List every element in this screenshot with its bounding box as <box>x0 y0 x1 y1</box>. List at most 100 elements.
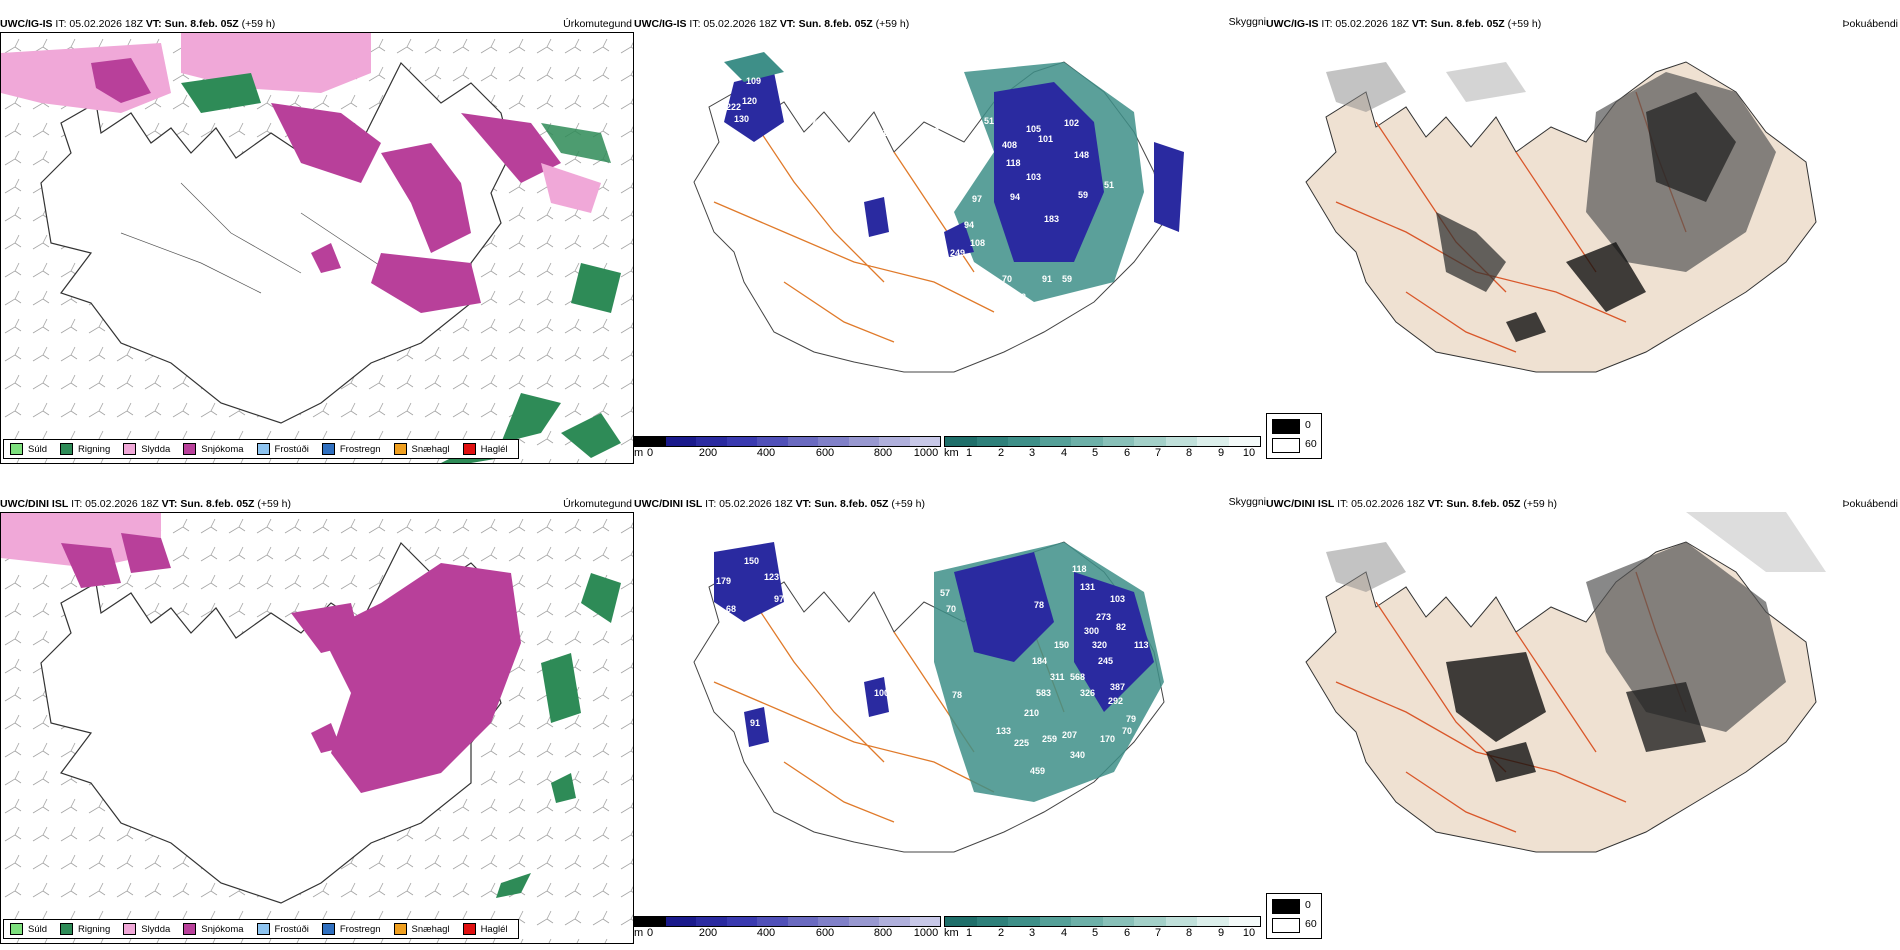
svg-text:91: 91 <box>750 718 760 728</box>
svg-text:133: 133 <box>996 726 1011 736</box>
svg-text:117: 117 <box>952 118 967 128</box>
precip-type-panel-top: UWC/IG-IS IT: 05.02.2026 18Z VT: Sun. 8.… <box>0 16 634 466</box>
svg-text:222: 222 <box>726 102 741 112</box>
legend-item-frostregn: Frostregn <box>321 443 381 455</box>
legend-item-sudl: Súld <box>10 923 47 935</box>
panel-title: Úrkomutegund <box>563 498 632 510</box>
svg-text:320: 320 <box>1092 640 1107 650</box>
svg-text:273: 273 <box>1096 612 1111 622</box>
svg-text:100: 100 <box>882 128 897 138</box>
svg-text:92: 92 <box>1016 292 1026 302</box>
svg-text:78: 78 <box>952 690 962 700</box>
svg-text:70: 70 <box>946 604 956 614</box>
svg-text:51: 51 <box>1104 180 1114 190</box>
svg-text:259: 259 <box>1042 734 1057 744</box>
svg-text:577: 577 <box>806 118 821 128</box>
ceiling-colorbar: m 0 200 400 600 800 1000 <box>634 916 944 942</box>
svg-text:124: 124 <box>964 278 979 288</box>
precip-type-panel-bottom: UWC/DINI ISL IT: 05.02.2026 18Z VT: Sun.… <box>0 496 634 946</box>
legend-item-slydda: Slydda <box>123 443 170 455</box>
svg-text:245: 245 <box>1098 656 1113 666</box>
fog-panel-top: UWC/IG-IS IT: 05.02.2026 18Z VT: Sun. 8.… <box>1266 16 1900 466</box>
svg-text:108: 108 <box>970 238 985 248</box>
svg-text:311: 311 <box>1050 672 1065 682</box>
ceiling-colorbar: m 0 200 400 600 800 1000 <box>634 436 944 462</box>
visibility-panel-bottom: UWC/DINI ISL IT: 05.02.2026 18Z VT: Sun.… <box>634 496 1266 946</box>
svg-text:103: 103 <box>1026 172 1041 182</box>
visibility-panel-top: UWC/IG-IS IT: 05.02.2026 18Z VT: Sun. 8.… <box>634 16 1266 466</box>
svg-text:148: 148 <box>1074 150 1089 160</box>
svg-text:300: 300 <box>1084 626 1099 636</box>
svg-text:387: 387 <box>1110 682 1125 692</box>
svg-text:326: 326 <box>1080 688 1095 698</box>
svg-text:249: 249 <box>950 248 965 258</box>
svg-text:105: 105 <box>1026 124 1041 134</box>
svg-text:91: 91 <box>1042 274 1052 284</box>
panel-header: UWC/IG-IS IT: 05.02.2026 18Z VT: Sun. 8.… <box>1266 18 1542 30</box>
precip-legend: Súld Rigning Slydda Snjókoma Frostúði Fr… <box>3 439 519 459</box>
panel-header: UWC/DINI ISL IT: 05.02.2026 18Z VT: Sun.… <box>0 498 291 510</box>
svg-text:96: 96 <box>870 258 880 268</box>
panel-header: UWC/IG-IS IT: 05.02.2026 18Z VT: Sun. 8.… <box>634 18 910 30</box>
fog-map <box>1305 61 1817 373</box>
legend-item-snaehagl: Snæhagl <box>393 923 450 935</box>
svg-text:150: 150 <box>744 556 759 566</box>
visibility-map: 150 123 171 97 179 68 57 70 118 78 103 1… <box>693 541 1165 853</box>
svg-text:113: 113 <box>1134 640 1149 650</box>
svg-text:79: 79 <box>1126 714 1136 724</box>
precip-map <box>1 513 633 943</box>
visibility-map: 109 222 120 130 577 100 143 117 51 105 1… <box>693 52 1184 373</box>
svg-text:340: 340 <box>1070 750 1085 760</box>
precip-map <box>1 33 633 463</box>
svg-text:130: 130 <box>734 114 749 124</box>
ceiling-labels: 150 123 171 97 179 68 57 70 118 78 103 1… <box>716 556 1149 776</box>
svg-text:59: 59 <box>1062 274 1072 284</box>
legend-item-rigning: Rigning <box>60 443 110 455</box>
visibility-colorbar: km 1 2 3 4 5 6 7 8 9 10 <box>944 916 1264 942</box>
panel-header: UWC/DINI ISL IT: 05.02.2026 18Z VT: Sun.… <box>1266 498 1557 510</box>
panel-title: Skyggni <box>1228 16 1266 28</box>
svg-text:183: 183 <box>1044 214 1059 224</box>
svg-text:184: 184 <box>1032 656 1047 666</box>
svg-text:120: 120 <box>742 96 757 106</box>
svg-text:78: 78 <box>1034 600 1044 610</box>
ceiling-labels: 109 222 120 130 577 100 143 117 51 105 1… <box>726 76 1114 302</box>
legend-item-sudl: Súld <box>10 443 47 455</box>
legend-item-frostregn: Frostregn <box>321 923 381 935</box>
svg-text:97: 97 <box>774 594 784 604</box>
svg-text:70: 70 <box>1122 726 1132 736</box>
svg-text:101: 101 <box>1038 134 1053 144</box>
svg-text:143: 143 <box>924 126 939 136</box>
svg-text:170: 170 <box>1100 734 1115 744</box>
panel-title: Úrkomutegund <box>563 18 632 30</box>
svg-text:123: 123 <box>764 572 779 582</box>
svg-text:568: 568 <box>1070 672 1085 682</box>
legend-item-snjokoma: Snjókoma <box>183 923 244 935</box>
svg-text:118: 118 <box>1006 158 1021 168</box>
legend-item-haglel: Haglél <box>462 923 508 935</box>
panel-title: Þokuábendi <box>1842 498 1898 510</box>
svg-text:97: 97 <box>972 194 982 204</box>
panel-title: Skyggni <box>1228 496 1266 508</box>
svg-text:70: 70 <box>1002 274 1012 284</box>
svg-text:57: 57 <box>940 588 950 598</box>
svg-text:171: 171 <box>782 572 797 582</box>
fog-panel-bottom: UWC/DINI ISL IT: 05.02.2026 18Z VT: Sun.… <box>1266 496 1900 946</box>
svg-text:150: 150 <box>1054 640 1069 650</box>
visibility-colorbar: km 1 2 3 4 5 6 7 8 9 10 <box>944 436 1264 462</box>
fog-legend-top: 0 60 <box>1266 413 1322 459</box>
precip-legend: Súld Rigning Slydda Snjókoma Frostúði Fr… <box>3 919 519 939</box>
svg-text:118: 118 <box>1072 564 1087 574</box>
svg-text:100: 100 <box>874 688 889 698</box>
panel-header: UWC/DINI ISL IT: 05.02.2026 18Z VT: Sun.… <box>634 498 925 510</box>
svg-text:68: 68 <box>726 604 736 614</box>
legend-item-rigning: Rigning <box>60 923 110 935</box>
svg-text:292: 292 <box>1108 696 1123 706</box>
svg-text:59: 59 <box>1078 190 1088 200</box>
svg-text:94: 94 <box>964 220 974 230</box>
panel-title: Þokuábendi <box>1842 18 1898 30</box>
svg-text:103: 103 <box>1110 594 1125 604</box>
svg-text:51: 51 <box>984 116 994 126</box>
svg-text:109: 109 <box>746 76 761 86</box>
fog-map <box>1305 512 1826 853</box>
